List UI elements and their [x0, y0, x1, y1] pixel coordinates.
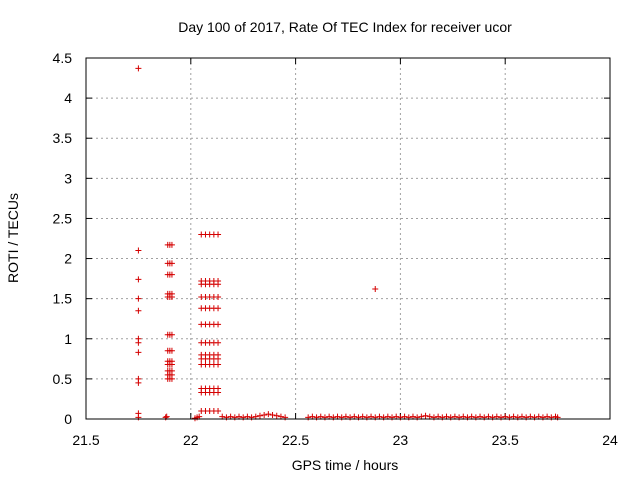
data-point [215, 305, 222, 312]
y-tick-labels: 0 0.5 1 1.5 2 2.5 3 3.5 4 4.5 [53, 50, 73, 427]
data-point [168, 347, 175, 354]
data-point [168, 271, 175, 278]
x-tick-label: 24 [602, 432, 618, 448]
data-point [168, 241, 175, 248]
data-point [168, 260, 175, 267]
y-tick-label: 0 [64, 411, 72, 427]
y-tick-label: 3.5 [53, 130, 73, 146]
y-axis-label: ROTI / TECUs [5, 193, 21, 283]
y-tick-label: 4 [64, 90, 72, 106]
x-tick-label: 22 [183, 432, 199, 448]
data-point [215, 294, 222, 301]
y-tick-label: 0.5 [53, 371, 73, 387]
x-tick-label: 21.5 [72, 432, 99, 448]
y-tick-label: 3 [64, 170, 72, 186]
y-tick-label: 4.5 [53, 50, 73, 66]
data-point [135, 379, 142, 386]
plot-frame [85, 57, 611, 420]
x-axis-label: GPS time / hours [292, 457, 399, 473]
y-tick-label: 2.5 [53, 210, 73, 226]
data-point [135, 349, 142, 356]
data-point [135, 295, 142, 302]
data-point [372, 286, 379, 293]
data-point [273, 412, 280, 419]
axis-ticks [85, 57, 611, 420]
y-tick-label: 1.5 [53, 291, 73, 307]
data-point [265, 411, 272, 418]
data-point [269, 411, 276, 418]
data-point [135, 276, 142, 283]
data-point [135, 307, 142, 314]
data-point [168, 361, 175, 368]
data-point [261, 411, 268, 418]
data-point [215, 321, 222, 328]
data-point [135, 65, 142, 72]
x-tick-label: 23.5 [492, 432, 519, 448]
x-tick-label: 22.5 [282, 432, 309, 448]
data-points [135, 65, 561, 422]
data-point [215, 231, 222, 238]
data-point [215, 407, 222, 414]
data-point [135, 247, 142, 254]
data-point [168, 375, 175, 382]
data-point [256, 412, 263, 419]
x-tick-label: 23 [393, 432, 409, 448]
data-point [215, 361, 222, 368]
data-point [422, 412, 429, 419]
data-point [168, 294, 175, 301]
y-tick-label: 1 [64, 331, 72, 347]
data-point [215, 339, 222, 346]
data-point [135, 339, 142, 346]
data-point [215, 389, 222, 396]
data-point [215, 355, 222, 362]
x-tick-labels: 21.5 22 22.5 23 23.5 24 [72, 432, 618, 448]
data-point [215, 281, 222, 288]
chart-title: Day 100 of 2017, Rate Of TEC Index for r… [178, 19, 512, 35]
y-tick-label: 2 [64, 251, 72, 267]
data-point [168, 331, 175, 338]
grid [86, 58, 610, 419]
